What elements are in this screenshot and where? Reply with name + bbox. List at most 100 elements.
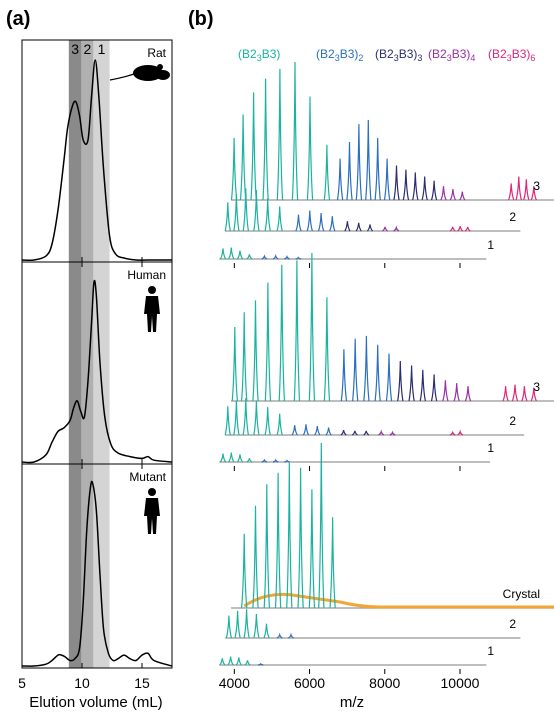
monomer-peak bbox=[252, 300, 259, 402]
monomer-peak bbox=[323, 297, 331, 402]
monomer-peak bbox=[246, 458, 253, 463]
fraction-band-1 bbox=[68, 40, 82, 668]
mz-tick-label: 10000 bbox=[441, 675, 480, 691]
rat-body bbox=[133, 65, 163, 81]
legend-oligomer-4: (B23B3)4 bbox=[428, 47, 475, 63]
species-label-human: Human bbox=[127, 268, 166, 282]
hexamer-peak bbox=[449, 430, 456, 436]
monomer-peak bbox=[318, 442, 325, 609]
rat-ear bbox=[157, 64, 163, 70]
rat-head bbox=[156, 70, 170, 80]
elution-axis-title: Elution volume (mL) bbox=[29, 694, 162, 711]
tetramer-peak bbox=[442, 380, 449, 402]
monomer-peak bbox=[278, 264, 285, 402]
tetramer-peak bbox=[464, 386, 472, 402]
elution-panel: 3 2 1 Rat Human Mutant 5 10 15 bbox=[18, 39, 173, 691]
monomer-peak bbox=[329, 517, 336, 609]
human-body bbox=[144, 296, 160, 332]
monomer-peak bbox=[274, 472, 282, 609]
dimer-peak bbox=[374, 344, 381, 402]
trimer-peak bbox=[402, 169, 410, 201]
monomer-peak bbox=[308, 252, 316, 402]
dimer-peak bbox=[261, 458, 268, 463]
monomer-peak bbox=[262, 78, 269, 201]
hexamer-peak bbox=[515, 176, 522, 201]
elution-trace-rat bbox=[21, 59, 172, 262]
legend-subscript: 3 bbox=[507, 53, 512, 63]
tetramer-peak bbox=[393, 225, 400, 232]
monomer-peak bbox=[228, 452, 235, 463]
dimer-peak bbox=[295, 256, 302, 260]
fraction-band-label: 3 bbox=[71, 41, 79, 57]
monomer-peak bbox=[219, 658, 226, 666]
legend-text: (B2 bbox=[375, 47, 394, 61]
mz-tick-label: 6000 bbox=[294, 675, 325, 691]
legend-text: (B2 bbox=[238, 47, 257, 61]
monomer-peak bbox=[231, 326, 238, 402]
human-icon bbox=[144, 488, 160, 534]
dimer-peak bbox=[284, 459, 290, 463]
monomer-peak bbox=[242, 398, 249, 436]
legend-text: (B2 bbox=[428, 47, 447, 61]
hexamer-peak bbox=[511, 384, 519, 402]
trace-label: 3 bbox=[533, 380, 540, 394]
monomer-peak bbox=[219, 248, 227, 260]
legend-oligomer-3: (B23B3)3 bbox=[375, 47, 422, 63]
trimer-peak bbox=[430, 374, 438, 402]
hexamer-peak bbox=[508, 183, 515, 201]
monomer-peak bbox=[264, 198, 271, 232]
trimer-peak bbox=[355, 222, 362, 232]
monomer-peak bbox=[252, 505, 259, 609]
trimer-peak bbox=[408, 365, 415, 402]
species-label-rat: Rat bbox=[147, 46, 166, 60]
dimer-peak bbox=[261, 254, 268, 260]
human-head bbox=[148, 286, 156, 294]
dimer-peak bbox=[258, 662, 264, 666]
trimer-peak bbox=[421, 176, 428, 201]
monomer-peak bbox=[235, 657, 242, 666]
dimer-peak bbox=[336, 158, 344, 201]
legend-subscript: 3 bbox=[335, 53, 340, 63]
dimer-peak bbox=[325, 427, 332, 436]
trimer-peak bbox=[351, 430, 358, 436]
legend-text: B3) bbox=[262, 47, 281, 61]
monomer-peak bbox=[263, 623, 270, 639]
elution-tick-label: 10 bbox=[74, 675, 90, 691]
trace-label: 2 bbox=[509, 617, 516, 631]
monomer-peak bbox=[253, 400, 260, 436]
monomer-peak bbox=[234, 610, 241, 639]
human-head bbox=[148, 488, 156, 496]
monomer-peak bbox=[236, 454, 244, 463]
monomer-peak bbox=[244, 660, 251, 666]
dimer-peak bbox=[284, 254, 290, 260]
hexamer-peak bbox=[502, 386, 509, 402]
monomer-peak bbox=[297, 467, 304, 609]
hexamer-peak bbox=[457, 225, 464, 232]
dimer-peak bbox=[317, 212, 325, 232]
tetramer-peak bbox=[389, 430, 396, 436]
dimer-peak bbox=[365, 119, 372, 201]
monomer-peak bbox=[306, 96, 314, 201]
trace-label: 2 bbox=[509, 210, 516, 224]
monomer-peak bbox=[263, 484, 270, 609]
trimer-peak bbox=[363, 430, 370, 436]
legend-subscript: 6 bbox=[530, 53, 535, 63]
dimer-peak bbox=[302, 424, 310, 436]
dimer-peak bbox=[385, 353, 393, 402]
trace-label: 1 bbox=[487, 644, 494, 658]
dimer-peak bbox=[272, 458, 279, 463]
trace-label: 3 bbox=[533, 179, 540, 193]
legend-subscript: 3 bbox=[394, 53, 399, 63]
dimer-peak bbox=[363, 335, 370, 402]
monomer-peak bbox=[286, 462, 293, 609]
rat-icon bbox=[109, 64, 170, 81]
monomer-peak bbox=[224, 406, 231, 436]
mass-spectra-panel: (B23B3) (B23B3)2 (B23B3)3 (B23B3)4 (B23B3)63… bbox=[219, 47, 554, 691]
trimer-peak bbox=[366, 224, 374, 232]
legend-subscript: 3 bbox=[257, 53, 262, 63]
fraction-band-2 bbox=[81, 40, 94, 668]
tetramer-peak bbox=[459, 191, 466, 201]
hexamer-peak bbox=[457, 429, 464, 436]
dimer-peak bbox=[355, 124, 363, 201]
